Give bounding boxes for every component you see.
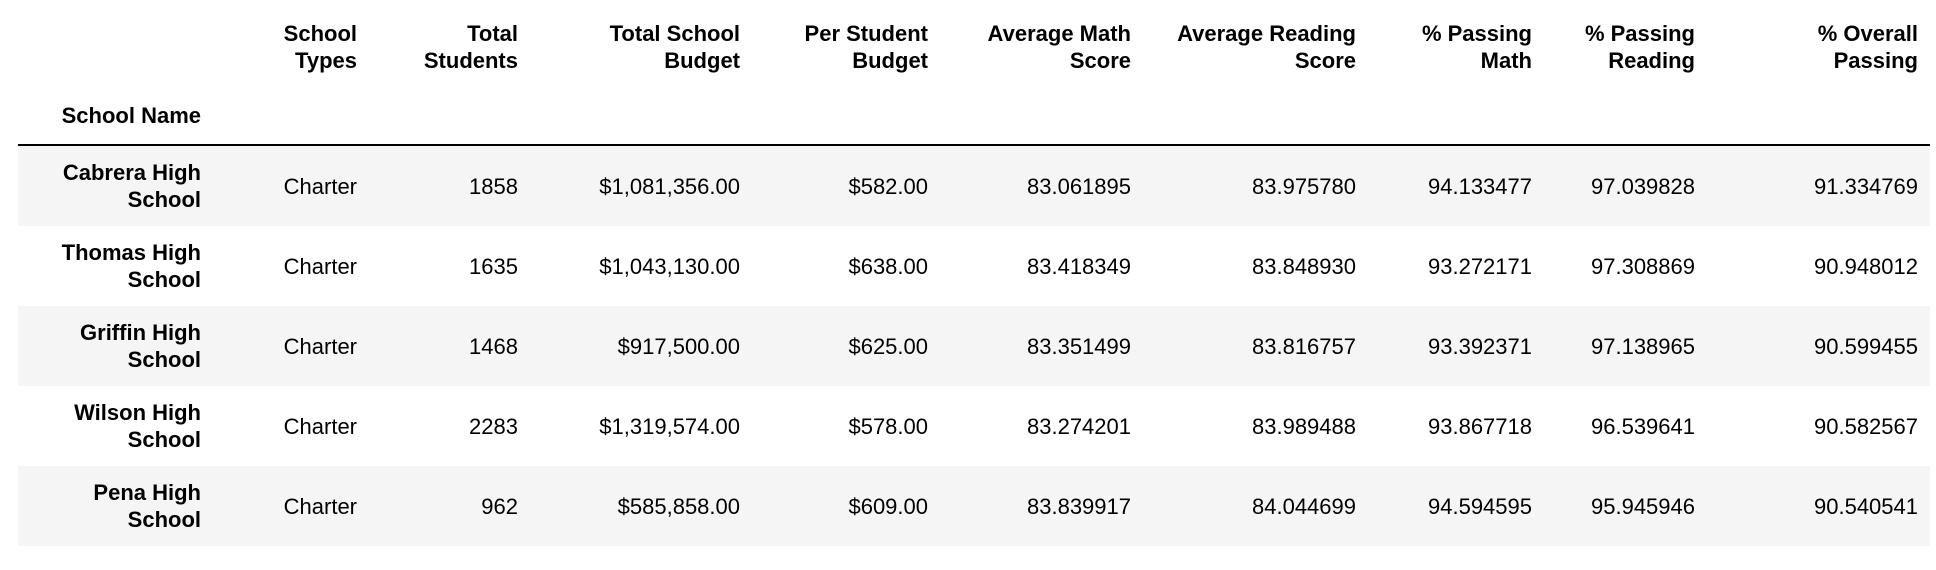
table-cell: 83.848930: [1252, 253, 1356, 279]
table-cell: 83.418349: [1027, 253, 1131, 279]
column-header: % Passing Reading: [1584, 21, 1695, 73]
column-header: Average Math Score: [987, 21, 1131, 73]
column-header: School Types: [283, 21, 357, 73]
table-cell: $1,319,574.00: [599, 413, 740, 439]
table-cell: $638.00: [848, 253, 928, 279]
index-name-header: School Name: [18, 80, 213, 146]
table-cell: Charter: [283, 253, 357, 279]
column-header-blank: [18, 18, 213, 80]
table-cell: 93.392371: [1428, 333, 1532, 359]
column-header: Average Reading Score: [1177, 21, 1356, 73]
table-row: Cabrera High School Charter 1858 $1,081,356…: [18, 145, 1930, 226]
table-cell: 93.867718: [1428, 413, 1532, 439]
table-cell: 97.308869: [1591, 253, 1695, 279]
column-header: % Passing Math: [1421, 21, 1532, 73]
school-name-cell: Pena High School: [93, 480, 201, 532]
index-header-blank: [1143, 80, 1368, 146]
table-body: Cabrera High School Charter 1858 $1,081,356…: [18, 145, 1930, 546]
index-header-blank: [1368, 80, 1544, 146]
school-name-cell: Griffin High School: [80, 320, 201, 372]
table-cell: 83.975780: [1252, 173, 1356, 199]
column-header: Per Student Budget: [804, 21, 928, 73]
table-cell: 95.945946: [1591, 493, 1695, 519]
table-cell: $917,500.00: [617, 333, 740, 359]
index-header-row: School Name: [18, 80, 1930, 146]
table-cell: 83.351499: [1027, 333, 1131, 359]
table-cell: 83.839917: [1027, 493, 1131, 519]
table-cell: 1635: [469, 253, 518, 279]
table-cell: 91.334769: [1814, 173, 1918, 199]
index-header-blank: [1707, 80, 1930, 146]
table-cell: 90.948012: [1814, 253, 1918, 279]
index-header-blank: [940, 80, 1143, 146]
table-cell: $625.00: [848, 333, 928, 359]
table-cell: 83.989488: [1252, 413, 1356, 439]
table-cell: 83.061895: [1027, 173, 1131, 199]
table-cell: $585,858.00: [617, 493, 740, 519]
table-cell: 83.274201: [1027, 413, 1131, 439]
column-header-row: School Types Total Students Total School…: [18, 18, 1930, 80]
table-cell: Charter: [283, 493, 357, 519]
table-cell: Charter: [283, 413, 357, 439]
table-cell: 93.272171: [1428, 253, 1532, 279]
table-cell: $1,043,130.00: [599, 253, 740, 279]
table-cell: 96.539641: [1591, 413, 1695, 439]
table-header: School Types Total Students Total School…: [18, 18, 1930, 146]
index-header-blank: [213, 80, 369, 146]
school-name-cell: Wilson High School: [74, 400, 201, 452]
column-header: % Overall Passing: [1817, 21, 1918, 73]
table-cell: 90.540541: [1814, 493, 1918, 519]
table-cell: 94.594595: [1428, 493, 1532, 519]
table-cell: 97.039828: [1591, 173, 1695, 199]
index-header-blank: [369, 80, 530, 146]
table-cell: 94.133477: [1428, 173, 1532, 199]
index-header-blank: [1544, 80, 1707, 146]
table-cell: 90.599455: [1814, 333, 1918, 359]
table-cell: Charter: [283, 173, 357, 199]
table-cell: 84.044699: [1252, 493, 1356, 519]
school-name-cell: Thomas High School: [61, 240, 201, 292]
index-header-blank: [530, 80, 752, 146]
table-row: Pena High School Charter 962 $585,858.00 $60…: [18, 466, 1930, 546]
table-cell: 1468: [469, 333, 518, 359]
table-cell: 83.816757: [1252, 333, 1356, 359]
table-cell: $1,081,356.00: [599, 173, 740, 199]
table-cell: $609.00: [848, 493, 928, 519]
table-row: Thomas High School Charter 1635 $1,043,130.…: [18, 226, 1930, 306]
index-header-blank: [752, 80, 940, 146]
school-summary-table: School Types Total Students Total School…: [18, 18, 1930, 546]
school-name-cell: Cabrera High School: [62, 160, 201, 212]
table-row: Griffin High School Charter 1468 $917,500.0…: [18, 306, 1930, 386]
table-row: Wilson High School Charter 2283 $1,319,574.…: [18, 386, 1930, 466]
table-cell: 962: [481, 493, 518, 519]
table-cell: Charter: [283, 333, 357, 359]
table-cell: $578.00: [848, 413, 928, 439]
table-cell: 1858: [469, 173, 518, 199]
column-header: Total School Budget: [609, 21, 740, 73]
table-cell: $582.00: [848, 173, 928, 199]
table-cell: 90.582567: [1814, 413, 1918, 439]
table-cell: 97.138965: [1591, 333, 1695, 359]
table-cell: 2283: [469, 413, 518, 439]
column-header: Total Students: [423, 21, 518, 73]
